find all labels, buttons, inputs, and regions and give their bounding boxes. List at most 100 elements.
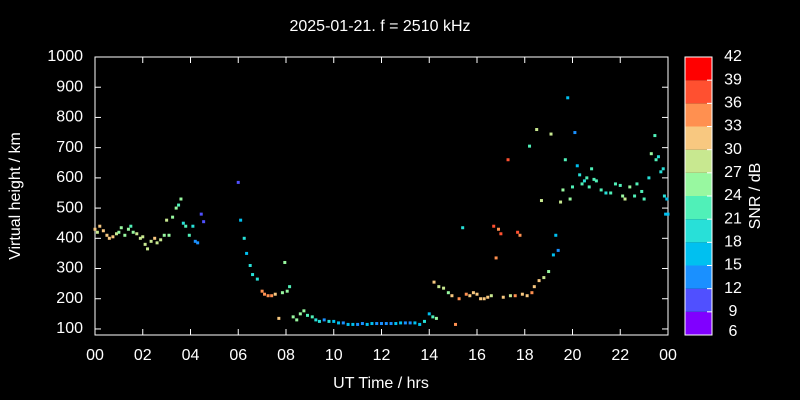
y-tick-label: 700 bbox=[56, 139, 83, 156]
data-point bbox=[317, 319, 321, 323]
data-point bbox=[119, 226, 123, 230]
data-point bbox=[305, 313, 309, 317]
colorbar-tick-label: 18 bbox=[724, 234, 742, 251]
data-point bbox=[146, 247, 150, 251]
y-tick-label: 500 bbox=[56, 199, 83, 216]
data-point bbox=[418, 322, 422, 326]
data-point bbox=[126, 227, 130, 231]
colorbar-band bbox=[685, 172, 712, 196]
data-point bbox=[129, 224, 133, 228]
data-point bbox=[98, 224, 102, 228]
data-point bbox=[95, 230, 99, 234]
data-point bbox=[427, 312, 431, 316]
data-point bbox=[656, 155, 660, 159]
data-point bbox=[422, 319, 426, 323]
data-point bbox=[454, 322, 458, 326]
data-point bbox=[613, 182, 617, 186]
x-tick-label: 00 bbox=[659, 347, 677, 364]
data-point bbox=[413, 321, 417, 325]
colorbar-tick-label: 9 bbox=[729, 303, 738, 320]
data-point bbox=[442, 286, 446, 290]
data-point bbox=[542, 276, 546, 280]
data-point bbox=[174, 206, 178, 210]
data-point bbox=[101, 229, 105, 233]
data-point bbox=[302, 309, 306, 313]
data-point bbox=[566, 96, 570, 100]
data-point bbox=[380, 322, 383, 326]
data-point bbox=[248, 264, 252, 267]
data-point bbox=[266, 294, 270, 298]
data-point bbox=[664, 212, 668, 216]
data-point bbox=[618, 183, 622, 187]
data-point bbox=[202, 220, 206, 224]
data-point bbox=[155, 241, 159, 245]
colorbar-band bbox=[685, 288, 712, 312]
data-point bbox=[356, 322, 360, 326]
data-point bbox=[179, 197, 183, 201]
colorbar-tick-label: 6 bbox=[729, 323, 738, 340]
colorbar-band bbox=[685, 196, 712, 220]
chart-title: 2025-01-21. f = 2510 kHz bbox=[289, 18, 470, 35]
colorbar-tick-label: 15 bbox=[724, 257, 742, 274]
colorbar-band bbox=[685, 57, 712, 81]
data-point bbox=[662, 194, 666, 198]
colorbar-tick-label: 39 bbox=[724, 71, 742, 88]
data-point bbox=[105, 233, 109, 237]
data-point bbox=[310, 315, 314, 319]
data-point bbox=[587, 185, 591, 189]
data-point bbox=[666, 212, 670, 216]
data-point bbox=[508, 294, 512, 298]
data-point bbox=[384, 322, 388, 326]
data-point bbox=[280, 291, 284, 295]
data-point bbox=[114, 232, 118, 236]
data-point bbox=[450, 294, 454, 298]
data-point bbox=[149, 239, 153, 243]
data-point bbox=[492, 224, 496, 228]
data-point bbox=[138, 236, 142, 240]
data-point bbox=[399, 321, 403, 325]
colorbar-band bbox=[685, 265, 712, 289]
y-tick-label: 800 bbox=[56, 109, 83, 126]
data-point bbox=[360, 322, 364, 326]
data-point bbox=[568, 197, 572, 201]
data-point bbox=[263, 292, 267, 296]
data-point bbox=[332, 319, 336, 323]
data-point bbox=[556, 248, 560, 252]
colorbar-tick-label: 30 bbox=[724, 141, 742, 158]
x-tick-label: 10 bbox=[325, 347, 343, 364]
data-point bbox=[532, 285, 536, 289]
data-point bbox=[285, 289, 289, 293]
data-point bbox=[457, 297, 461, 301]
x-tick-label: 12 bbox=[373, 347, 391, 364]
data-point bbox=[171, 215, 175, 219]
data-point bbox=[199, 212, 203, 216]
data-point bbox=[599, 188, 603, 192]
data-point bbox=[539, 199, 543, 203]
data-point bbox=[582, 179, 586, 183]
x-axis-label: UT Time / hrs bbox=[333, 375, 429, 392]
data-point bbox=[489, 294, 493, 298]
data-point bbox=[479, 297, 483, 301]
colorbar-label: SNR / dB bbox=[747, 163, 764, 230]
data-point bbox=[464, 292, 468, 296]
data-point bbox=[594, 179, 598, 183]
data-point bbox=[131, 230, 135, 234]
data-point bbox=[494, 256, 498, 260]
data-point bbox=[609, 191, 613, 195]
y-tick-label: 1000 bbox=[47, 48, 83, 65]
x-tick-label: 00 bbox=[86, 347, 104, 364]
data-point bbox=[159, 238, 163, 242]
data-point bbox=[549, 132, 553, 136]
data-point bbox=[642, 197, 646, 201]
data-point bbox=[446, 291, 450, 295]
data-point bbox=[236, 180, 240, 184]
data-point bbox=[528, 144, 532, 148]
data-point bbox=[283, 260, 287, 264]
data-point bbox=[141, 235, 145, 239]
data-point bbox=[640, 189, 644, 193]
data-point bbox=[518, 233, 522, 237]
data-point bbox=[649, 152, 653, 156]
data-point bbox=[181, 221, 185, 225]
colorbar-band bbox=[685, 126, 712, 150]
